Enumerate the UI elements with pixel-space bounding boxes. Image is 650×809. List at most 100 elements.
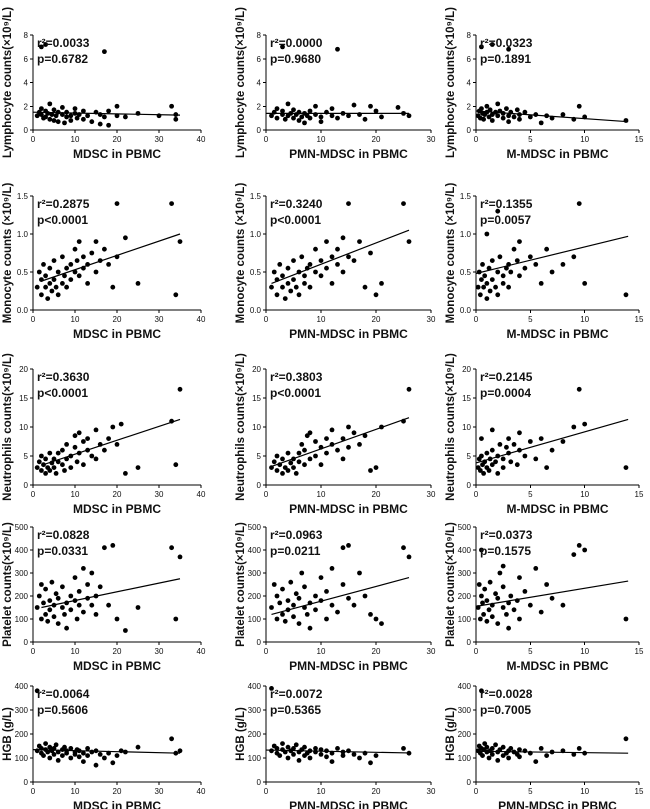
y-tick-label: 300 xyxy=(248,706,262,715)
data-point xyxy=(340,582,346,587)
y-tick-label: 200 xyxy=(248,730,262,739)
data-point xyxy=(74,616,80,622)
data-point xyxy=(368,250,373,256)
data-point xyxy=(89,602,95,608)
data-point xyxy=(285,101,291,107)
data-point xyxy=(85,753,90,758)
data-point xyxy=(479,688,484,694)
scatter-panel: 0 10 20 30 400100200300400500r²=0.0828p=0.03… xyxy=(2,522,206,673)
r-squared-label: r²=0.0072 xyxy=(270,687,323,701)
data-point xyxy=(313,746,318,751)
data-point xyxy=(106,602,111,608)
data-point xyxy=(269,284,274,290)
data-point xyxy=(406,386,412,392)
data-point xyxy=(274,277,280,282)
data-point xyxy=(481,612,487,617)
x-tick-label: 15 xyxy=(635,135,644,144)
data-point xyxy=(64,109,69,115)
data-point xyxy=(43,273,48,279)
data-point xyxy=(500,584,506,590)
data-point xyxy=(517,112,522,117)
data-point xyxy=(296,118,302,123)
data-point xyxy=(51,614,57,620)
data-point xyxy=(335,447,340,453)
y-tick-label: 8 xyxy=(24,31,29,40)
x-tick-label: 5 xyxy=(528,490,533,499)
data-point xyxy=(280,741,285,746)
data-point xyxy=(64,748,69,754)
x-tick-label: 10 xyxy=(580,315,589,324)
r-squared-label: r²=0.2145 xyxy=(480,370,533,384)
data-point xyxy=(85,595,90,601)
x-tick-label: 5 xyxy=(528,647,533,656)
data-point xyxy=(288,460,294,466)
data-point xyxy=(285,265,291,271)
data-point xyxy=(62,120,67,126)
data-point xyxy=(313,439,318,444)
data-point xyxy=(511,246,517,252)
x-tick-label: 15 xyxy=(635,490,644,499)
data-point xyxy=(533,262,539,267)
p-value-label: p=0.5606 xyxy=(37,703,88,717)
data-point xyxy=(173,292,179,298)
data-point xyxy=(302,281,307,286)
scatter-panel: 0 10 20 30 0.0 0.5 1.0 1.5 r²=0.3240 p<0.0001 PMN-… xyxy=(235,183,436,341)
data-point xyxy=(508,459,514,465)
x-axis-title: PMN-MDSC in PBMC xyxy=(289,327,408,341)
data-point xyxy=(49,579,55,585)
data-point xyxy=(296,621,302,626)
data-point xyxy=(475,284,481,290)
data-point xyxy=(97,112,103,117)
y-tick-label: 1.5 xyxy=(17,192,29,201)
data-point xyxy=(55,450,61,456)
data-point xyxy=(489,614,495,620)
y-tick-label: 200 xyxy=(248,592,262,601)
data-point xyxy=(173,112,179,117)
data-point xyxy=(357,112,362,117)
x-tick-label: 0 xyxy=(31,647,36,656)
data-point xyxy=(299,114,305,120)
scatter-panel: 0 5 10 15 0 2 4 6 8 r²=0.0323 p=0.1891 M-MDSC in PB… xyxy=(445,7,644,161)
data-point xyxy=(49,112,55,117)
data-point xyxy=(487,456,493,462)
r-squared-label: r²=0.0323 xyxy=(480,36,533,50)
p-value-label: p=0.9680 xyxy=(270,52,321,66)
data-point xyxy=(313,246,318,252)
data-point xyxy=(274,115,280,121)
x-tick-label: 5 xyxy=(528,787,533,796)
data-point xyxy=(282,296,288,301)
data-point xyxy=(81,265,86,271)
data-point xyxy=(177,239,183,245)
data-point xyxy=(517,616,522,622)
x-axis-title: MDSC in PBMC xyxy=(73,327,161,341)
data-point xyxy=(47,281,53,286)
data-point xyxy=(362,116,368,122)
data-point xyxy=(623,465,629,470)
data-point xyxy=(495,292,501,298)
data-point xyxy=(500,273,506,279)
data-point xyxy=(39,746,44,751)
y-tick-label: 100 xyxy=(248,615,262,624)
data-point xyxy=(302,273,307,279)
data-point xyxy=(299,442,305,447)
data-point xyxy=(64,625,69,631)
y-tick-label: 500 xyxy=(15,523,29,532)
x-tick-label: 0 xyxy=(474,647,479,656)
data-point xyxy=(493,459,498,465)
data-point xyxy=(291,746,296,751)
x-tick-label: 30 xyxy=(427,135,436,144)
data-point xyxy=(346,748,351,754)
data-point xyxy=(55,119,61,125)
data-point xyxy=(60,605,65,610)
y-tick-label: 0.0 xyxy=(460,306,472,315)
data-point xyxy=(169,736,175,742)
data-point xyxy=(544,246,550,252)
data-point xyxy=(340,545,346,551)
data-point xyxy=(51,107,57,113)
data-point xyxy=(293,471,299,476)
data-point xyxy=(582,750,588,756)
y-tick-label: 0 xyxy=(24,778,29,787)
data-point xyxy=(487,579,493,585)
data-point xyxy=(560,112,566,117)
data-point xyxy=(484,103,490,109)
